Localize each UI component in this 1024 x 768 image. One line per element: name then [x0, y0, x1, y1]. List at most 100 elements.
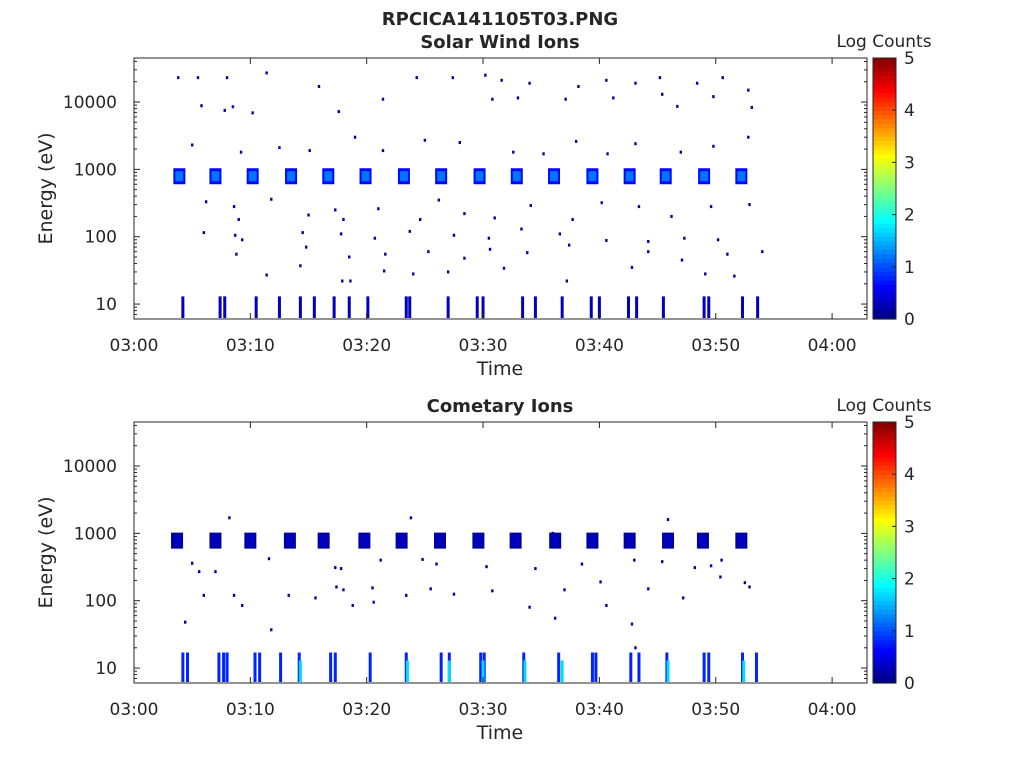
x-tick-label: 03:40 — [575, 336, 624, 356]
colorbar-segment — [873, 435, 896, 440]
low-energy-spike — [702, 652, 706, 682]
colorbar-segment — [873, 648, 896, 654]
colorbar-segment — [873, 105, 896, 111]
count-pixel — [558, 232, 562, 236]
count-pixel — [748, 203, 751, 207]
count-pixel — [405, 593, 408, 597]
colorbar-segment — [873, 535, 896, 541]
count-pixel — [567, 243, 571, 247]
count-pixel — [709, 205, 713, 209]
colorbar-segment — [873, 149, 896, 155]
low-energy-spike — [217, 652, 221, 682]
y-tick-label: 100 — [85, 228, 117, 248]
count-pixel — [577, 84, 580, 88]
count-pixel — [265, 273, 268, 277]
low-energy-spike — [597, 296, 601, 318]
low-energy-spike — [741, 296, 745, 318]
count-pixel — [661, 92, 664, 96]
count-pixel — [748, 585, 751, 589]
count-pixel — [412, 272, 415, 276]
colorbar-segment — [873, 661, 896, 667]
colorbar-tick-label: 5 — [904, 413, 915, 433]
colorbar-segment — [873, 136, 896, 142]
count-pixel — [237, 218, 240, 222]
count-pixel — [634, 81, 637, 85]
count-pixel — [234, 233, 237, 237]
count-pixel — [270, 628, 273, 632]
low-energy-spike — [521, 296, 525, 318]
count-pixel — [371, 586, 374, 590]
count-pixel — [630, 622, 634, 626]
count-pixel — [743, 581, 747, 585]
low-energy-spike-bright — [481, 660, 485, 682]
count-pixel — [196, 76, 200, 80]
y-axis-label: Energy (eV) — [35, 132, 57, 244]
low-energy-spike — [253, 652, 257, 682]
colorbar-tick-label: 1 — [904, 258, 915, 278]
low-energy-spike-bright — [560, 660, 564, 682]
count-pixel — [381, 149, 385, 153]
band-burst — [698, 535, 707, 546]
count-pixel — [606, 152, 609, 156]
count-pixel — [214, 570, 217, 574]
plot-area — [133, 421, 868, 684]
colorbar-segment — [873, 604, 896, 610]
count-pixel — [564, 97, 567, 101]
count-pixel — [231, 105, 235, 109]
count-pixel — [351, 603, 354, 607]
low-energy-spike — [404, 296, 408, 318]
count-pixel — [553, 616, 557, 620]
colorbar-segment — [873, 578, 896, 584]
count-pixel — [421, 557, 424, 561]
count-pixel — [599, 580, 602, 584]
low-energy-spike — [479, 652, 483, 682]
colorbar-segment — [873, 232, 896, 237]
low-energy-spike — [312, 296, 316, 318]
low-energy-spike — [661, 296, 665, 318]
count-pixel — [452, 592, 456, 596]
count-pixel — [647, 239, 650, 243]
colorbar-segment — [873, 179, 896, 185]
colorbar-segment — [873, 626, 896, 632]
low-energy-spike — [186, 652, 190, 682]
colorbar-segment — [873, 517, 896, 523]
count-pixel — [679, 150, 683, 154]
colorbar-segment — [873, 613, 896, 619]
band-burst — [625, 535, 634, 546]
low-energy-spike — [347, 296, 351, 318]
colorbar-segment — [873, 205, 896, 211]
count-pixel — [580, 562, 584, 566]
band-burst — [287, 171, 296, 182]
count-pixel — [634, 142, 637, 146]
count-pixel — [747, 88, 750, 92]
y-tick-label: 10 — [95, 295, 117, 315]
count-pixel — [415, 76, 418, 80]
count-pixel — [225, 76, 229, 80]
colorbar-segment — [873, 635, 896, 641]
colorbar-segment — [873, 600, 896, 606]
band-burst — [285, 535, 294, 546]
colorbar-segment — [873, 500, 896, 506]
count-pixel — [720, 558, 723, 562]
count-pixel — [695, 81, 699, 85]
low-energy-spike — [408, 296, 412, 318]
count-pixel — [721, 76, 724, 80]
low-energy-spike — [589, 296, 593, 318]
count-pixel — [658, 76, 662, 80]
count-pixel — [341, 279, 344, 283]
count-pixel — [733, 274, 736, 278]
colorbar-segment — [873, 574, 896, 580]
low-energy-spike — [702, 296, 706, 318]
panel-cometary-ions: 03:00 03:10 03:20 03:30 03:40 03:50 04:0010100… — [35, 396, 932, 744]
count-pixel — [427, 250, 430, 254]
y-tick-label: 100 — [85, 592, 117, 612]
x-tick-label: 03:50 — [691, 336, 740, 356]
colorbar-frame — [872, 57, 897, 320]
count-pixel — [528, 81, 531, 85]
colorbar-segment — [873, 305, 896, 311]
colorbar-segment — [873, 630, 896, 636]
count-pixel — [683, 236, 686, 240]
count-pixel — [551, 531, 555, 535]
colorbar-segment — [873, 552, 896, 558]
colorbar-segment — [873, 556, 896, 562]
